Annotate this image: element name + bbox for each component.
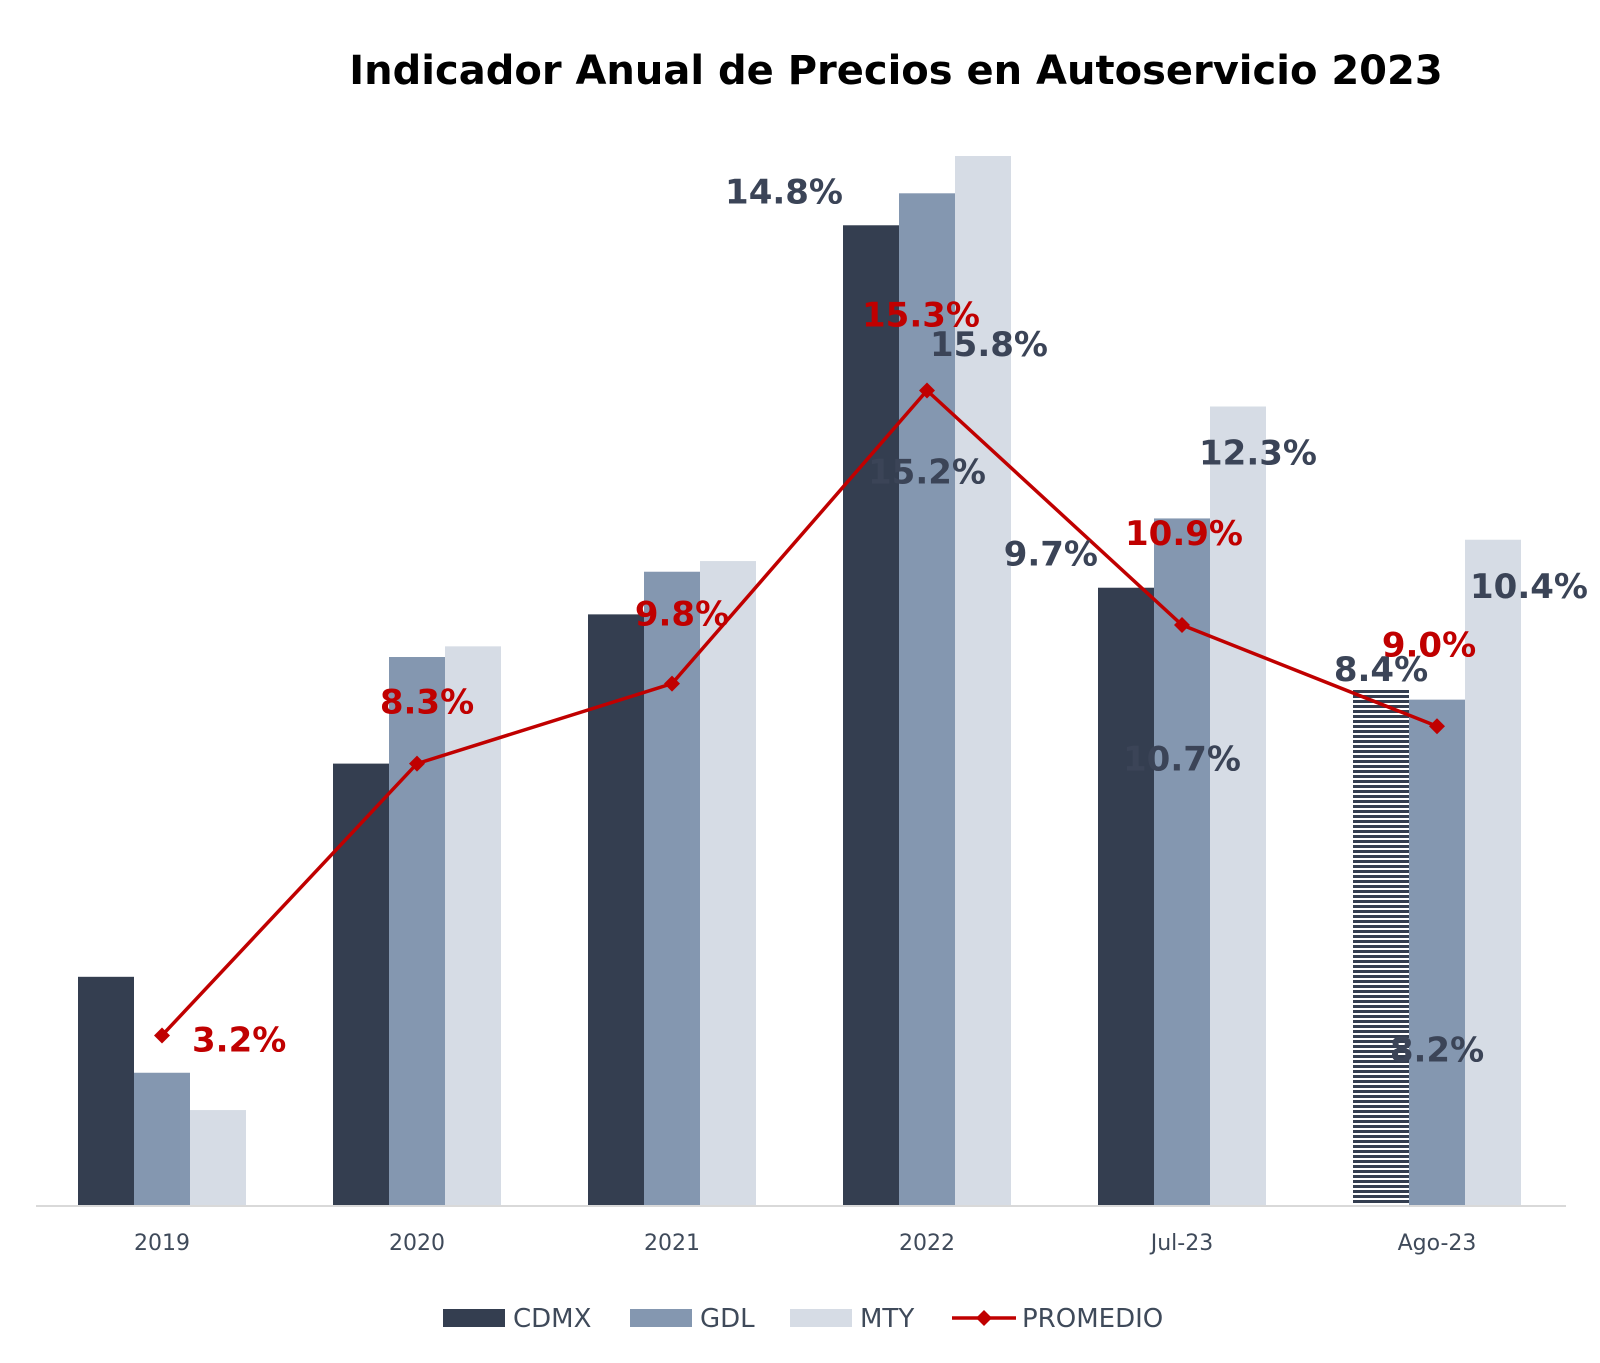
legend-swatch-marker <box>976 1310 992 1326</box>
bar-mty-jul-23 <box>1210 406 1266 1206</box>
data-label-promedio: 9.0% <box>1382 625 1476 665</box>
x-tick-label: 2020 <box>389 1231 445 1256</box>
data-label-cdmx: 8.4% <box>1334 650 1428 690</box>
data-label-mty: 15.8% <box>930 325 1048 365</box>
bar-gdl-2020 <box>389 657 445 1206</box>
data-label-promedio: 8.3% <box>380 683 474 723</box>
data-label-promedio: 15.3% <box>862 296 980 336</box>
legend-label: GDL <box>700 1304 755 1334</box>
data-label-gdl: 15.2% <box>868 452 986 492</box>
data-label-promedio: 3.2% <box>192 1020 286 1060</box>
legend-item-mty: MTY <box>790 1304 914 1334</box>
chart-title: Indicador Anual de Precios en Autoservic… <box>349 48 1443 94</box>
legend-swatch <box>630 1309 692 1327</box>
legend-label: PROMEDIO <box>1022 1304 1163 1334</box>
data-label-gdl: 8.2% <box>1390 1031 1484 1071</box>
data-label-promedio: 9.8% <box>635 595 729 635</box>
legend: CDMX GDL MTY PROMEDIO <box>443 1304 1163 1334</box>
legend-label: MTY <box>860 1304 914 1334</box>
bar-cdmx-2021 <box>588 614 644 1206</box>
bar-mty-ago-23 <box>1465 539 1521 1206</box>
x-tick-label: Ago-23 <box>1398 1231 1477 1256</box>
legend-swatch <box>443 1309 505 1327</box>
bar-gdl-2022 <box>899 193 955 1207</box>
x-tick-label: Jul-23 <box>1149 1231 1213 1256</box>
bar-mty-2022 <box>955 155 1011 1207</box>
data-label-mty: 10.4% <box>1470 567 1588 607</box>
average-line <box>160 388 1438 1037</box>
data-label-cdmx: 9.7% <box>1004 535 1098 575</box>
bar-mty-2019 <box>190 1110 246 1206</box>
bar-gdl-2021 <box>644 571 700 1206</box>
data-label-gdl: 10.7% <box>1123 739 1241 779</box>
bar-cdmx-2022 <box>843 225 899 1206</box>
x-axis-ticks: 2019 2020 2021 2022 Jul-23 Ago-23 <box>134 1231 1476 1256</box>
bar-gdl-ago-23 <box>1409 699 1465 1206</box>
data-labels-layer: 14.8% 9.7% 8.4% 15.2% 10.7% 8.2% 15.8% 12.3% 10.… <box>192 172 1588 1070</box>
average-marker <box>919 382 935 399</box>
x-tick-label: 2019 <box>134 1231 190 1256</box>
bar-gdl-2019 <box>134 1072 190 1206</box>
bars-layer <box>78 155 1521 1207</box>
average-marker <box>664 675 680 692</box>
bar-cdmx-ago-23 <box>1353 688 1409 1206</box>
legend-swatch <box>790 1309 852 1327</box>
bar-cdmx-2020 <box>333 763 389 1206</box>
legend-item-cdmx: CDMX <box>443 1304 591 1334</box>
data-label-cdmx: 14.8% <box>725 172 843 212</box>
data-label-promedio: 10.9% <box>1125 514 1243 554</box>
bar-mty-2020 <box>445 646 501 1206</box>
average-marker <box>409 755 425 772</box>
average-line-layer <box>154 382 1445 1044</box>
average-marker <box>154 1027 170 1044</box>
bar-cdmx-2019 <box>78 976 134 1206</box>
x-tick-label: 2022 <box>899 1231 955 1256</box>
legend-item-gdl: GDL <box>630 1304 755 1334</box>
legend-label: CDMX <box>513 1304 591 1334</box>
bar-mty-2021 <box>700 561 756 1206</box>
average-marker <box>1429 718 1445 735</box>
legend-item-promedio: PROMEDIO <box>952 1304 1163 1334</box>
data-label-mty: 12.3% <box>1199 434 1317 474</box>
average-marker <box>1174 617 1190 634</box>
x-tick-label: 2021 <box>644 1231 700 1256</box>
bar-cdmx-jul-23 <box>1098 587 1154 1206</box>
